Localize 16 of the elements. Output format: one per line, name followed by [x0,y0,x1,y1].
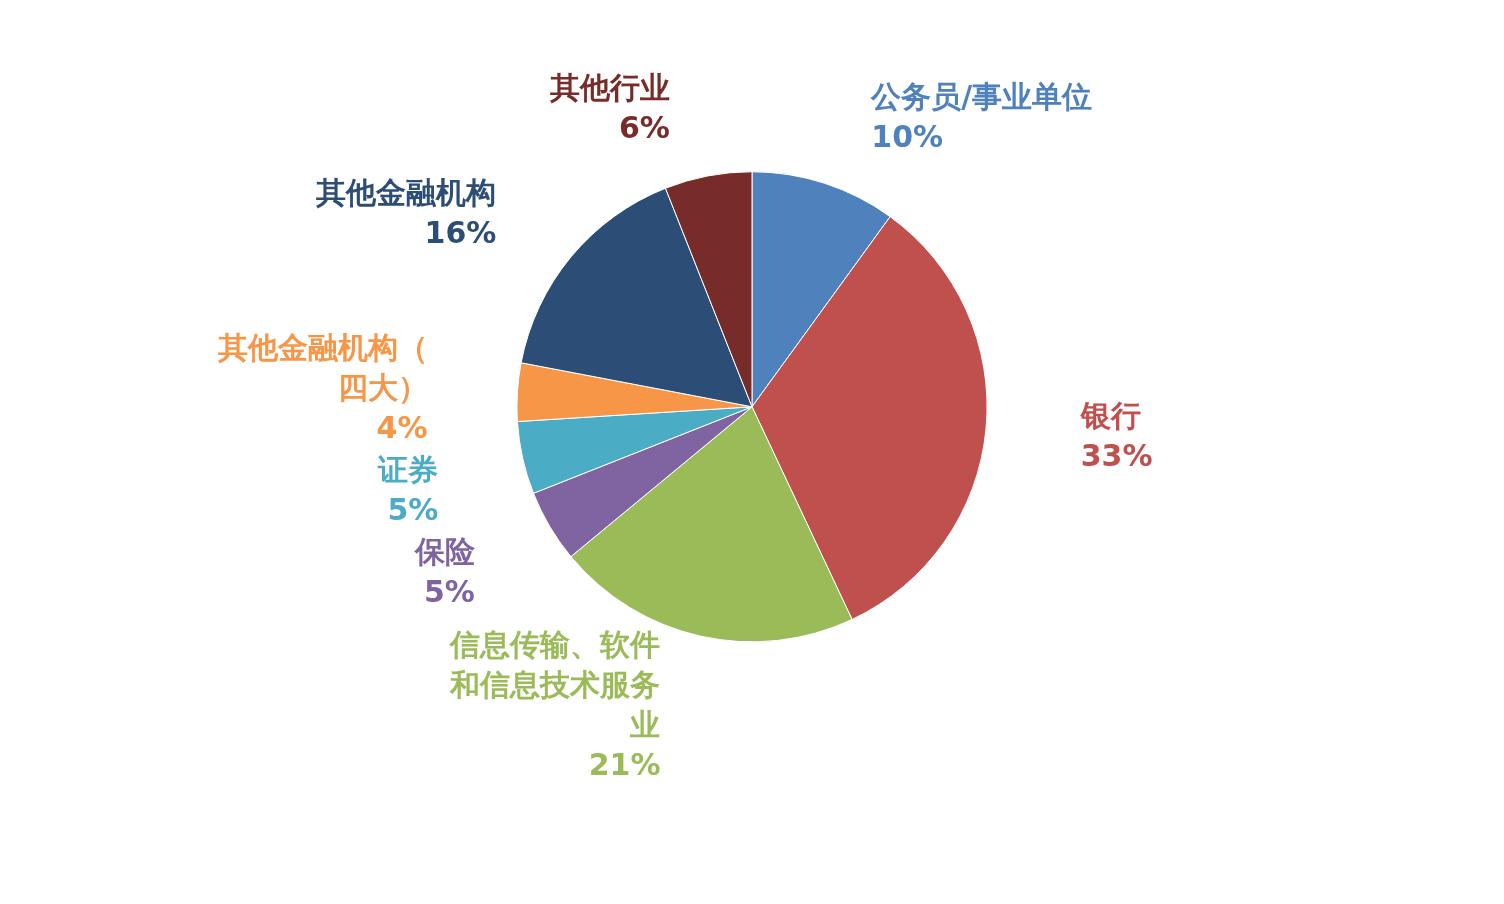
data-label: 16% [424,214,497,250]
slice-label: 证券 [377,452,439,488]
data-label: 5% [423,574,475,610]
slice-label: 其他行业 [548,69,670,105]
data-label: 5% [387,492,439,528]
slice-label: 信息传输、软件和信息技术服务业 [449,626,661,742]
slice-label: 银行 [1078,398,1141,434]
slice-label: 其他金融机构（四大） [216,330,428,406]
data-label: 33% [1080,438,1153,474]
slice-label: 其他金融机构 [315,174,497,210]
data-label: 21% [588,746,661,782]
slice-label: 保险 [413,534,476,570]
data-label: 4% [376,410,428,446]
data-label: 10% [871,119,944,155]
data-label: 6% [618,109,670,145]
slice-label: 公务员/事业单位 [870,79,1093,115]
